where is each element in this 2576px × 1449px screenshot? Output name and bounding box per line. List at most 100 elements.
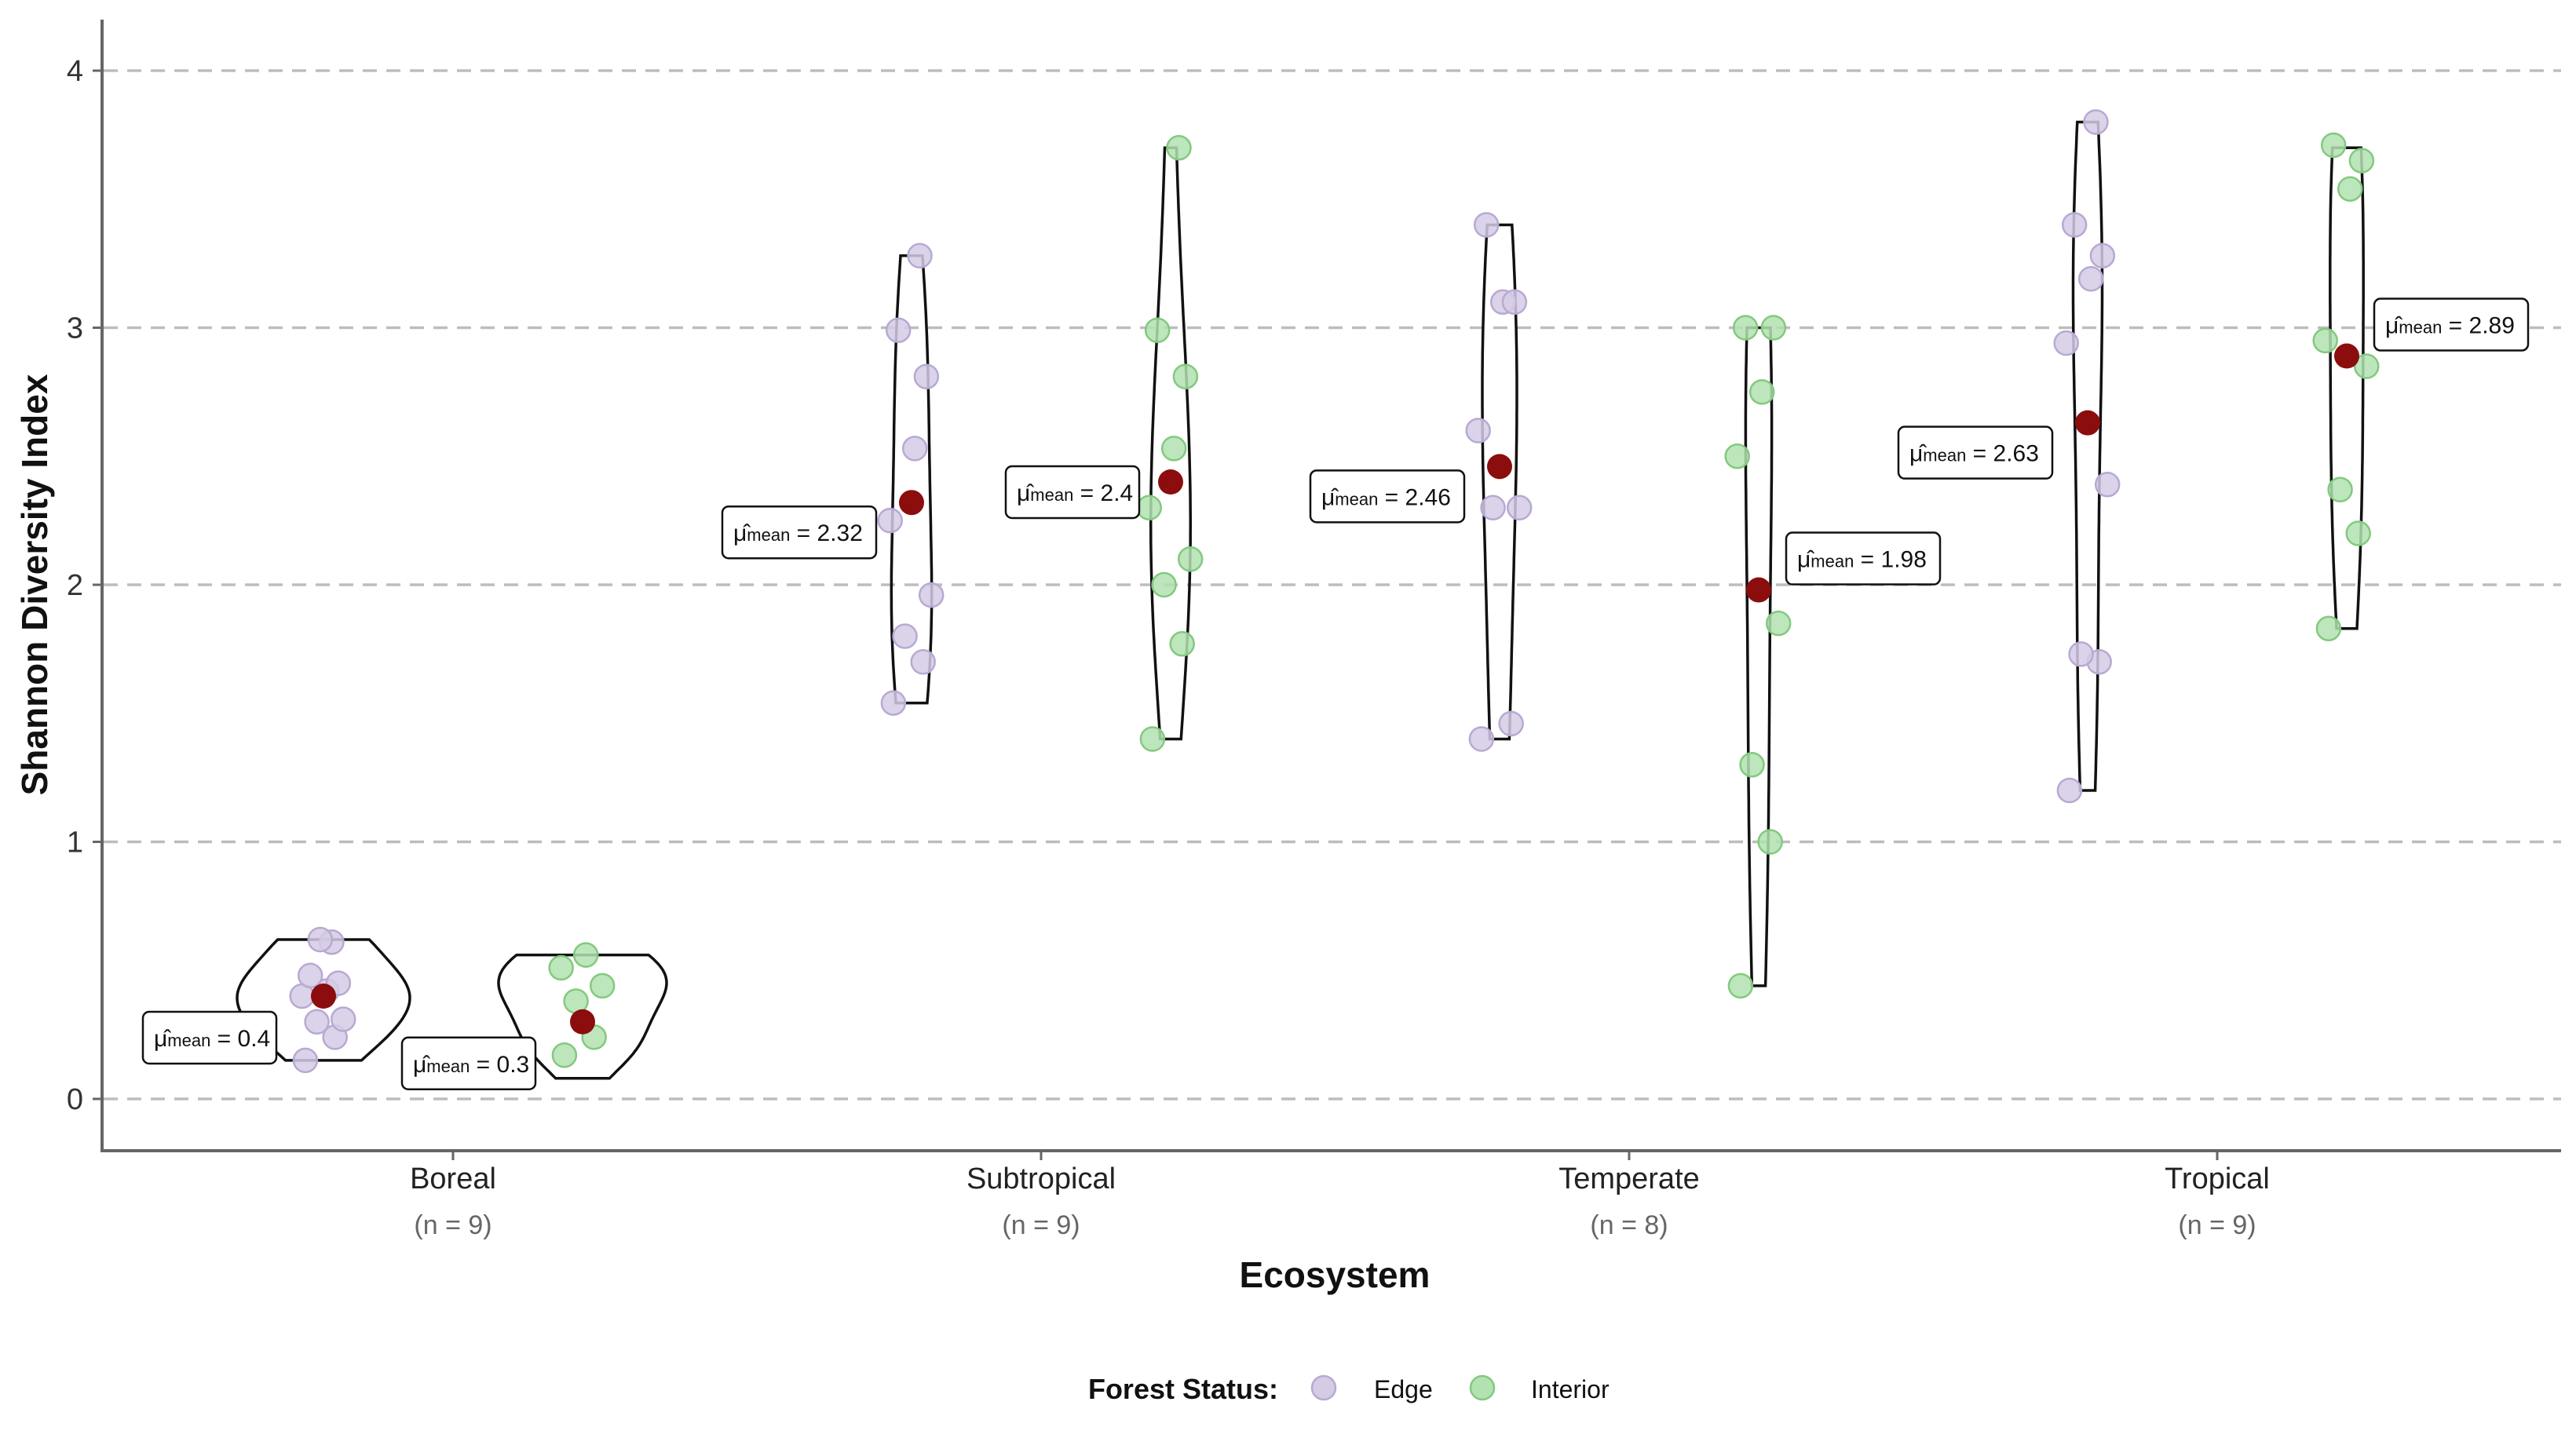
violin-temperate-interior — [1744, 326, 1774, 987]
data-point — [548, 954, 574, 981]
data-point — [2053, 330, 2079, 356]
data-point — [2337, 176, 2363, 202]
mean-label-text: μ̂mean = 2.32 — [733, 520, 863, 546]
data-point — [1739, 752, 1765, 778]
mean-label-text: μ̂mean = 2.46 — [1321, 484, 1451, 510]
mean-marker — [1487, 454, 1512, 480]
data-point — [2083, 109, 2109, 135]
data-point — [1465, 418, 1491, 443]
mean-label-box — [1004, 465, 1141, 520]
x-tick-count: (n = 8) — [1590, 1210, 1668, 1240]
data-point — [2353, 353, 2380, 379]
data-point — [1501, 289, 1528, 316]
mean-label-box — [721, 505, 878, 560]
mean-marker — [311, 984, 336, 1009]
y-tick-label: 1 — [67, 827, 83, 860]
mean-markers — [311, 343, 2359, 1035]
data-point — [1468, 726, 1495, 752]
violin-tropical-interior — [2329, 146, 2365, 630]
data-point — [1166, 135, 1192, 161]
data-point — [1748, 379, 1775, 405]
data-point — [2077, 266, 2104, 292]
violin-subtropical-interior — [1149, 146, 1193, 741]
mean-label-box — [2373, 297, 2530, 352]
data-point — [1732, 315, 1759, 341]
mean-marker — [2075, 410, 2100, 436]
data-point — [885, 317, 912, 344]
data-point — [1498, 710, 1524, 737]
data-point — [307, 926, 334, 953]
data-point — [877, 507, 903, 534]
grid-lines — [93, 69, 2561, 1100]
mean-label-text: μ̂mean = 0.3 — [413, 1052, 529, 1078]
data-point — [1177, 546, 1204, 572]
x-tick-label: Tropical — [2165, 1162, 2270, 1195]
data-point — [918, 582, 945, 608]
data-point — [2315, 615, 2342, 641]
data-point — [1144, 317, 1171, 344]
data-point — [2061, 212, 2088, 238]
data-point — [1160, 436, 1187, 462]
data-point — [297, 962, 323, 989]
x-tick-count: (n = 9) — [414, 1210, 491, 1240]
x-tick-label: Temperate — [1558, 1162, 1700, 1195]
data-point — [1169, 631, 1195, 657]
data-point — [1139, 726, 1166, 752]
data-point — [1172, 363, 1199, 389]
data-point — [2345, 520, 2371, 546]
data-point — [1724, 443, 1750, 469]
axes — [100, 20, 2561, 1152]
mean-label-box — [141, 1010, 278, 1065]
data-point — [1151, 571, 1177, 598]
data-point — [1506, 495, 1533, 521]
x-tick-count: (n = 9) — [2178, 1210, 2256, 1240]
legend-edge-marker — [1310, 1374, 1337, 1401]
data-point — [304, 1009, 330, 1035]
data-point — [913, 363, 940, 389]
data-point — [1727, 973, 1754, 999]
x-tick-labels: Boreal (n = 9) Subtropical (n = 9) Temperate… — [410, 1151, 2270, 1240]
violin-tropical-edge — [2071, 120, 2104, 792]
mean-label-box — [1309, 469, 1466, 524]
data-point — [2056, 777, 2083, 804]
x-axis-title: Ecosystem — [1240, 1254, 1431, 1295]
data-point — [1760, 315, 1787, 341]
y-tick-label: 0 — [67, 1083, 83, 1116]
legend-title: Forest Status: — [1088, 1373, 1278, 1405]
y-axis-title: Shannon Diversity Index — [14, 374, 55, 795]
legend: Forest Status: Edge Interior — [1088, 1373, 1610, 1405]
legend-interior-label: Interior — [1531, 1375, 1610, 1403]
data-point — [901, 436, 928, 462]
y-tick-label: 2 — [67, 569, 83, 602]
mean-labels: μ̂mean = 0.4 μ̂mean = 0.3 μ̂mean = 2.32 μ̂m… — [141, 297, 2530, 1090]
data-point — [1765, 610, 1792, 637]
data-point — [330, 1006, 356, 1032]
data-point — [1757, 829, 1783, 855]
mean-label-text: μ̂mean = 0.4 — [154, 1026, 270, 1052]
mean-marker — [1158, 469, 1183, 495]
data-point — [589, 973, 616, 999]
data-point — [1480, 495, 1506, 521]
data-point — [551, 1042, 578, 1068]
mean-label-box — [400, 1036, 537, 1090]
mean-marker — [1746, 577, 1771, 603]
mean-label-text: μ̂mean = 2.63 — [1909, 441, 2039, 467]
data-point — [880, 690, 907, 716]
y-tick-label: 4 — [67, 55, 83, 88]
data-point — [2312, 327, 2338, 354]
data-point — [2068, 641, 2094, 667]
mean-label-text: μ̂mean = 1.98 — [1797, 547, 1927, 573]
violins — [236, 120, 2365, 1080]
mean-label-text: μ̂mean = 2.4 — [1017, 480, 1133, 506]
mean-marker — [2334, 343, 2359, 369]
data-point — [2327, 476, 2353, 503]
data-point — [572, 942, 599, 968]
legend-edge-label: Edge — [1374, 1375, 1433, 1403]
mean-marker — [899, 490, 924, 516]
data-point — [2094, 472, 2121, 498]
mean-label-text: μ̂mean = 2.89 — [2385, 313, 2515, 339]
data-points — [289, 109, 2380, 1074]
y-tick-labels: 0 1 2 3 4 — [67, 55, 83, 1116]
data-point — [910, 649, 936, 675]
